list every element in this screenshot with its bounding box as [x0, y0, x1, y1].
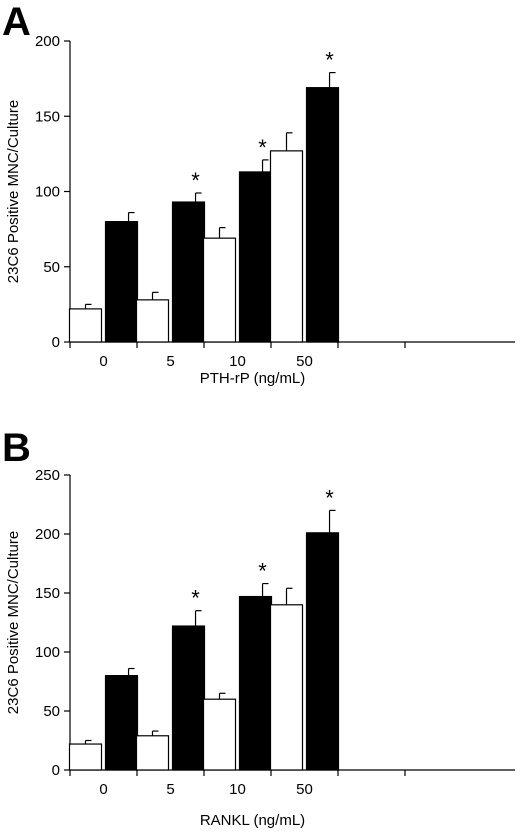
chart-b-x-tick-label: 10 [229, 781, 246, 798]
chart-a-bar-filled [171, 201, 206, 343]
chart-b-x-axis-title: RANKL (ng/mL) [200, 812, 305, 829]
chart-b-bar-filled [104, 675, 139, 771]
chart-b-y-tick-label: 250 [35, 467, 60, 484]
chart-b-y-tick-label: 150 [35, 585, 60, 602]
chart-a-bar-open [135, 299, 170, 343]
chart-b-y-tick-label: 0 [52, 762, 60, 779]
chart-b-bar-open [68, 743, 103, 771]
chart-a-bar-filled [305, 87, 340, 343]
chart-a-bar-open [202, 237, 237, 343]
chart-b-y-tick-label: 50 [43, 703, 60, 720]
chart-a-x-tick-label: 10 [229, 353, 246, 370]
chart-a-significance-star: * [191, 168, 200, 193]
chart-a-significance-star: * [325, 48, 334, 73]
chart-b-significance-star: * [325, 485, 334, 510]
chart-b-significance-star: * [191, 586, 200, 611]
chart-b-bar-filled [238, 595, 273, 771]
chart-a-y-tick-label: 50 [43, 259, 60, 276]
chart-b-significance-star: * [258, 559, 267, 584]
chart-a-y-tick-label: 100 [35, 184, 60, 201]
chart-b-bar-open [269, 604, 304, 771]
chart-b-x-tick-label: 5 [166, 781, 174, 798]
chart-b-bar-open [202, 698, 237, 771]
chart-a-bar-filled [104, 221, 139, 343]
chart-a-bar-open [269, 150, 304, 343]
chart-a-y-tick-label: 200 [35, 33, 60, 50]
chart-b-bar-filled [305, 532, 340, 771]
chart-b-y-tick-label: 100 [35, 644, 60, 661]
chart-a-x-tick-label: 50 [296, 353, 313, 370]
chart-b-x-tick-label: 0 [99, 781, 107, 798]
panel-a-letter: A [2, 0, 31, 44]
chart-a-x-axis-title: PTH-rP (ng/mL) [200, 370, 306, 387]
chart-a-y-tick-label: 0 [52, 334, 60, 351]
chart-b-y-tick-label: 200 [35, 526, 60, 543]
chart-b-y-axis-title: 23C6 Positive MNC/Culture [5, 531, 22, 714]
chart-a-x-tick-label: 0 [99, 353, 107, 370]
chart-b-x-tick-label: 50 [296, 781, 313, 798]
chart-a-x-tick-label: 5 [166, 353, 174, 370]
chart-a-bar-filled [238, 171, 273, 343]
chart-a-y-tick-label: 150 [35, 108, 60, 125]
chart-a-y-axis-title: 23C6 Positive MNC/Culture [5, 100, 22, 283]
chart-a-significance-star: * [258, 135, 267, 160]
chart-b-bar-filled [171, 625, 206, 771]
chart-b-bar-open [135, 735, 170, 771]
panel-b-letter: B [2, 426, 31, 470]
chart-b: 0 50 100 150 200 250 0 * 5 * 10 * 50 RANKL (ng/mL) 23C… [5, 467, 515, 829]
chart-a-bar-open [68, 308, 103, 343]
